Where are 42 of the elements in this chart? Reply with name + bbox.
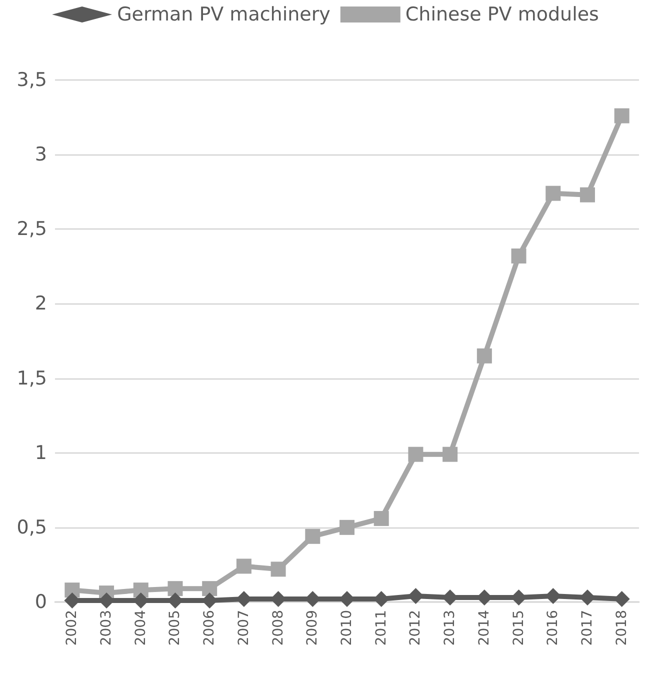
point — [305, 528, 320, 544]
point — [168, 581, 183, 596]
point — [546, 186, 561, 201]
x-tick-label: 2008 — [270, 610, 286, 646]
x-tick-label: 2012 — [408, 610, 424, 646]
x-tick-label: 2010 — [339, 610, 355, 646]
y-tick-label: 1,5 — [16, 367, 47, 390]
x-tick-label: 2007 — [236, 610, 252, 646]
legend-label: German PV machinery — [117, 4, 330, 26]
x-tick-label: 2005 — [167, 610, 184, 646]
x-tick-label: 2018 — [614, 610, 630, 646]
x-tick-label: 2017 — [579, 610, 596, 646]
point — [511, 248, 526, 264]
y-tick-label: 3 — [34, 144, 47, 166]
point — [374, 510, 389, 526]
point — [236, 558, 252, 574]
y-tick-label: 0,5 — [16, 516, 47, 538]
point — [408, 588, 424, 604]
point — [476, 348, 492, 364]
point — [270, 562, 286, 577]
y-tick-label: 0 — [34, 591, 47, 613]
x-tick-label: 2002 — [64, 610, 80, 646]
point — [580, 187, 595, 202]
point — [340, 520, 354, 535]
x-tick-label: 2011 — [373, 610, 390, 646]
x-tick-label: 2003 — [98, 610, 115, 646]
point — [442, 446, 458, 462]
x-tick-label: 2009 — [304, 610, 321, 646]
y-tick-label: 3,5 — [16, 69, 47, 91]
x-tick-label: 2016 — [545, 610, 562, 646]
x-tick-label: 2013 — [442, 610, 458, 646]
point — [408, 446, 424, 462]
x-tick-label: 2014 — [476, 610, 492, 646]
y-tick-label: 2,5 — [16, 218, 47, 240]
x-tick-label: 2004 — [132, 610, 149, 646]
y-tick-label: 1 — [34, 442, 47, 464]
y-tick-label: 2 — [34, 292, 47, 315]
point — [614, 108, 630, 124]
x-tick-label: 2006 — [202, 610, 218, 646]
x-tick-label: 2015 — [510, 610, 527, 646]
point — [202, 581, 218, 596]
legend-label: Chinese PV modules — [405, 4, 599, 26]
